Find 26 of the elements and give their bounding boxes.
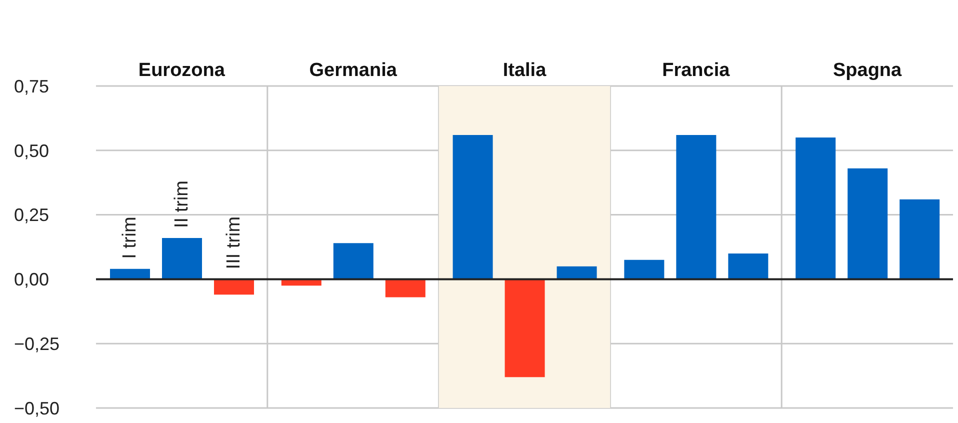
- x-tick-label: Spagna: [832, 60, 902, 81]
- y-tick-label: 0,50: [14, 140, 50, 161]
- bar: [214, 279, 254, 295]
- x-tick-label: Eurozona: [138, 60, 226, 81]
- x-tick-label: Germania: [309, 60, 398, 81]
- bar: [333, 243, 374, 280]
- x-tick-label: Italia: [502, 60, 547, 81]
- bar: [900, 199, 940, 280]
- bar: [385, 279, 426, 298]
- bar: [728, 253, 768, 280]
- bar: [848, 168, 888, 280]
- text: I trim: [120, 216, 140, 259]
- text: II trim: [172, 180, 192, 228]
- bar: [162, 238, 202, 280]
- bar: [452, 134, 493, 280]
- y-tick-label: 0,25: [14, 205, 50, 226]
- y-tick-label: 0,00: [14, 270, 50, 290]
- y-tick-label: −0,25: [14, 334, 60, 354]
- y-tick-label: −0,50: [14, 398, 60, 418]
- text: III trim: [224, 216, 244, 270]
- x-tick-label: Francia: [662, 60, 730, 81]
- bar: [624, 260, 664, 280]
- bar: [676, 134, 716, 280]
- y-tick-label: 0,75: [14, 76, 50, 96]
- bar: [796, 138, 836, 280]
- bar: [504, 279, 545, 378]
